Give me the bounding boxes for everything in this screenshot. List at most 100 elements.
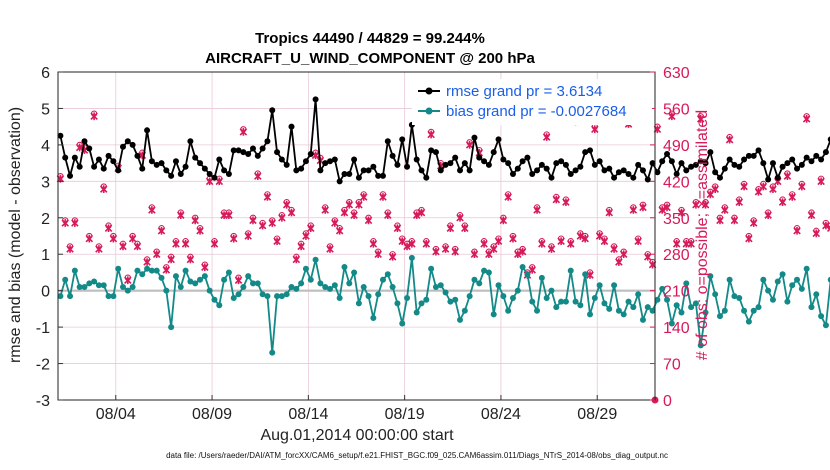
obs-assimilated-point [461,224,469,233]
obs-assimilated-point [745,234,753,243]
rmse-point [341,171,348,178]
bias-point [774,278,781,285]
rmse-point [601,167,608,174]
rmse-point [91,163,98,170]
bias-point [519,263,526,270]
rmse-point [187,138,194,145]
rmse-point [558,158,565,165]
rmse-point [206,171,213,178]
obs-assimilated-point [663,203,671,212]
rmse-point [808,158,815,165]
rmse-point [163,167,170,174]
obs-assimilated-point [740,182,748,191]
bias-point [327,285,334,292]
obs-assimilated-point [99,185,108,193]
obs-assimilated-point [205,177,214,186]
bias-point [635,291,642,298]
bias-point [100,282,107,289]
bias-point [673,302,680,309]
bias-point [702,309,709,316]
right-tick-label: 630 [663,65,690,82]
right-tick-label: 210 [663,284,690,301]
left-tick-label: -2 [36,357,50,374]
rmse-point [519,158,526,165]
rmse-point [293,167,300,174]
bias-point [606,305,613,312]
left-tick-label: 1 [41,247,50,264]
rmse-point [278,156,285,163]
bias-point [177,284,184,291]
obs-assimilated-point [306,224,315,233]
bias-point [476,280,483,287]
obs-assimilated-point [201,263,209,272]
rmse-point [307,151,314,157]
right-tick-label: 0 [663,393,672,410]
bias-point [659,285,666,292]
bias-point [379,276,386,283]
obs-assimilated-point [441,245,450,253]
bias-point [471,276,478,283]
obs-assimilated-point [494,237,503,246]
rmse-point [726,156,733,163]
rmse-point [235,147,242,154]
bias-point [153,267,160,274]
obs-assimilated-point [196,226,204,235]
bias-point [413,309,420,316]
bias-point [524,271,531,278]
rmse-point [283,161,290,168]
bias-point [259,291,266,298]
rmse-point [572,167,579,174]
rmse-point [351,156,358,163]
bias-point [654,296,661,303]
bias-point [302,265,309,272]
rmse-point [765,176,772,183]
rmse-point [192,154,199,161]
obs-assimilated-point [576,232,585,240]
obs-assimilated-point [297,242,305,251]
bias-point [548,287,555,294]
bias-point [490,311,497,318]
rmse-point [529,171,536,178]
obs-assimilated-point [422,239,431,248]
obs-assimilated-point [393,224,402,233]
x-tick-label: 08/09 [192,406,232,423]
bias-point [572,298,579,305]
bias-point [495,282,502,289]
obs-assimilated-point [143,258,151,266]
rmse-point [500,156,507,163]
obs-assimilated-point [186,255,195,264]
rmse-point [327,158,334,165]
obs-assimilated-point [822,221,830,230]
rmse-point [67,172,74,179]
rmse-point [442,161,449,168]
rmse-point [495,136,502,143]
bias-point [119,284,126,291]
bias-point [67,293,74,300]
obs-assimilated-point [639,203,647,212]
rmse-point [355,174,362,181]
rmse-point [57,132,64,139]
right-tick-label: 560 [663,101,690,118]
bias-point [182,267,189,274]
obs-assimilated-point [61,219,69,227]
rmse-point [683,167,690,174]
obs-assimilated-point [586,271,594,279]
x-tick-label: 08/29 [577,406,617,423]
bias-point [437,282,444,289]
bias-point [81,284,88,291]
rmse-point [110,158,117,165]
rmse-point [505,160,512,167]
rmse-point [625,171,632,178]
bias-point [755,304,762,311]
rmse-point [216,156,223,163]
obs-assimilated-point [793,226,801,235]
left-tick-label: -3 [36,393,50,410]
obs-assimilated-point [470,250,479,259]
obs-assimilated-point [465,141,474,149]
right-tick-label: 420 [663,174,690,191]
rmse-point [635,161,642,168]
obs-assimilated-point [802,115,811,123]
bias-point [110,293,117,300]
bias-point [707,273,714,280]
obs-assimilated-point [542,133,551,141]
